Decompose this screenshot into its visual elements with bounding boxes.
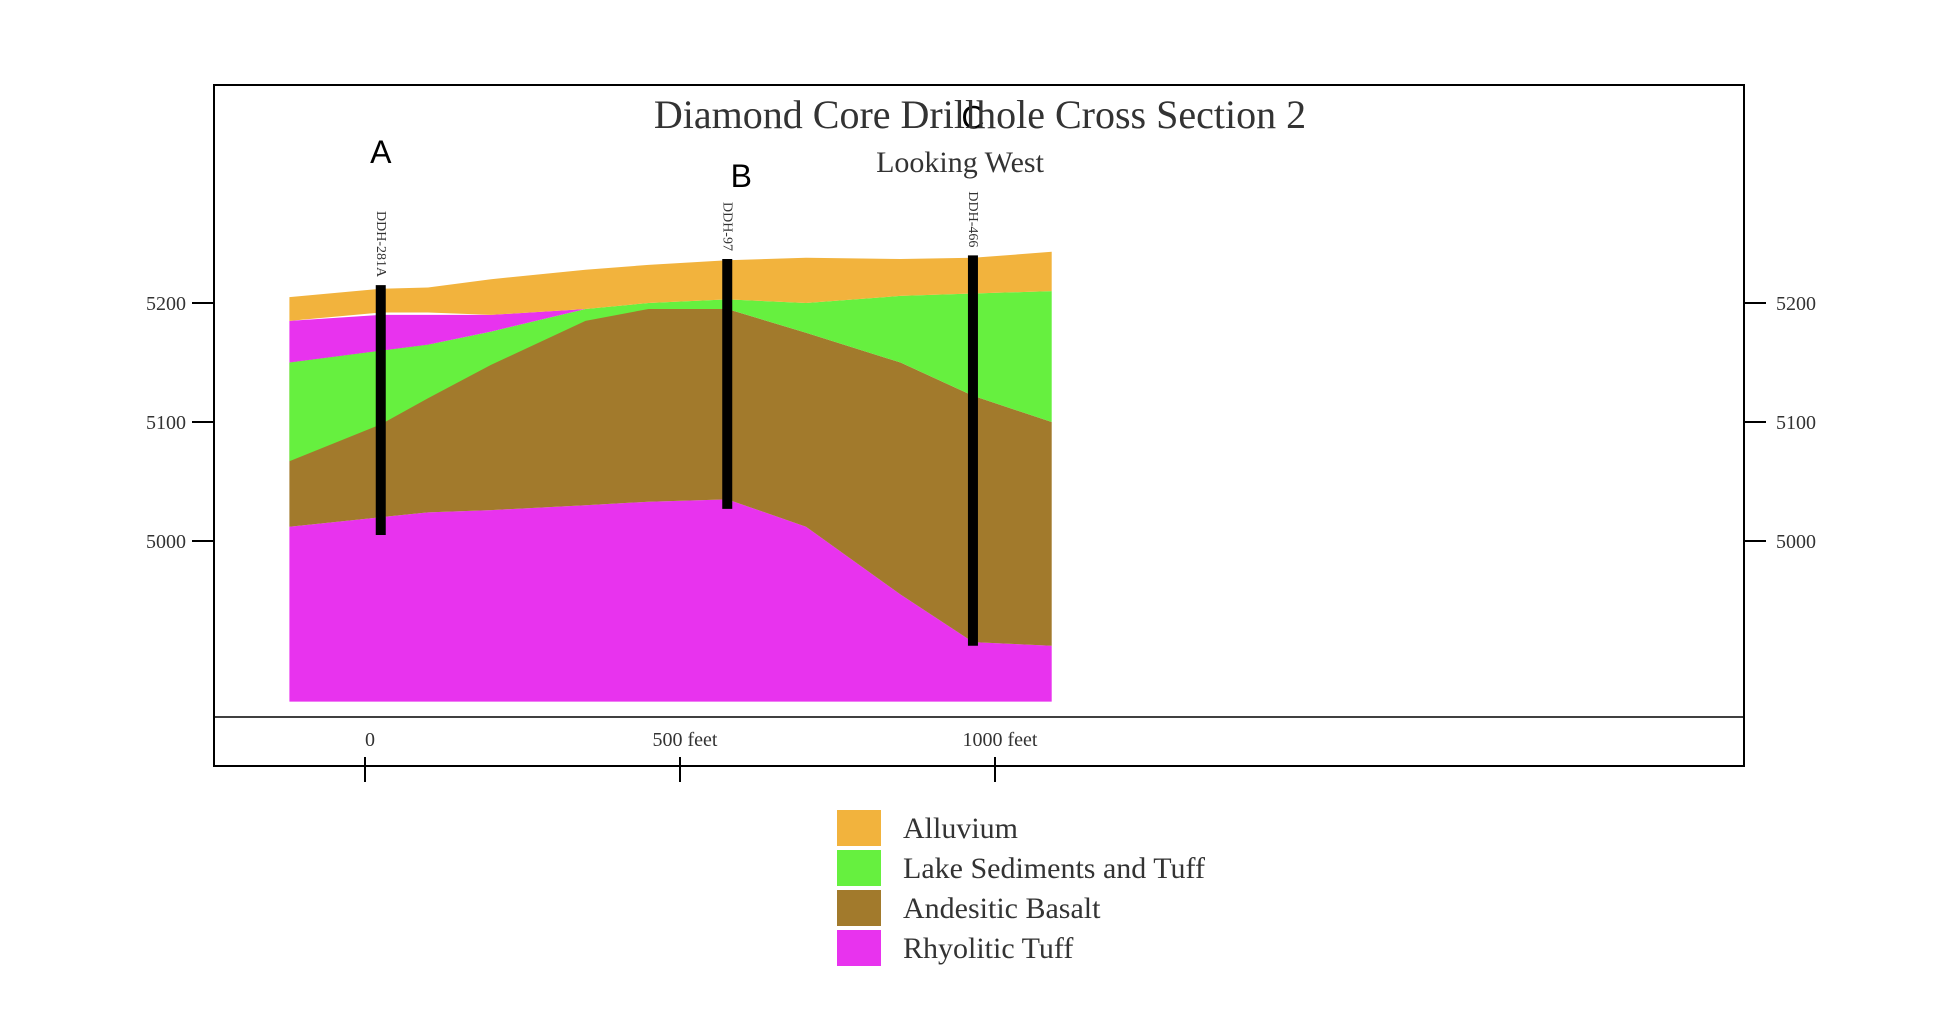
section-frame	[213, 84, 1745, 767]
legend-label: Rhyolitic Tuff	[903, 932, 1073, 965]
geology-layers	[289, 251, 1052, 702]
rhyolitic-tuff-upper-wedge	[289, 309, 586, 363]
figure-title: Diamond Core Drillhole Cross Section 2	[654, 92, 1306, 137]
drillhole-marker: A	[370, 134, 392, 170]
rhyolitic-tuff-lower	[289, 499, 1052, 702]
elevation-label-right: 5000	[1776, 531, 1816, 553]
legend: Alluvium Lake Sediments and Tuff Andesitic…	[837, 810, 1205, 966]
drillhole-marker: B	[731, 158, 752, 194]
drillhole-name: DDH-466	[965, 191, 980, 247]
drillhole-name: DDH-281A	[373, 211, 388, 278]
legend-swatch	[837, 810, 881, 846]
legend-swatch	[837, 930, 881, 966]
lake-sediments-layer	[289, 291, 1052, 462]
elevation-label-right: 5200	[1776, 293, 1816, 315]
legend-label: Lake Sediments and Tuff	[903, 852, 1205, 885]
legend-swatch	[837, 850, 881, 886]
distance-axis: 0 500 feet 1000 feet	[364, 729, 1038, 782]
elevation-axes: 5200 5200 5100 5100 5000 5000	[146, 293, 1816, 553]
drillhole-marker: C	[961, 99, 984, 135]
distance-label: 500 feet	[653, 729, 718, 751]
distance-label: 1000 feet	[963, 729, 1038, 751]
legend-label: Andesitic Basalt	[903, 892, 1101, 925]
legend-label: Alluvium	[903, 812, 1018, 845]
drillholes: DDH-281A A DDH-97 B DDH-466 C	[370, 99, 985, 646]
legend-swatch	[837, 890, 881, 926]
distance-label: 0	[365, 729, 375, 751]
alluvium-layer	[289, 251, 1052, 321]
elevation-label-right: 5100	[1776, 412, 1816, 434]
elevation-label-left: 5200	[146, 293, 186, 315]
andesitic-basalt-layer	[289, 306, 1052, 646]
elevation-label-left: 5000	[146, 531, 186, 553]
figure-subtitle: Looking West	[876, 146, 1045, 179]
elevation-label-left: 5100	[146, 412, 186, 434]
drillhole-name: DDH-97	[719, 202, 734, 251]
